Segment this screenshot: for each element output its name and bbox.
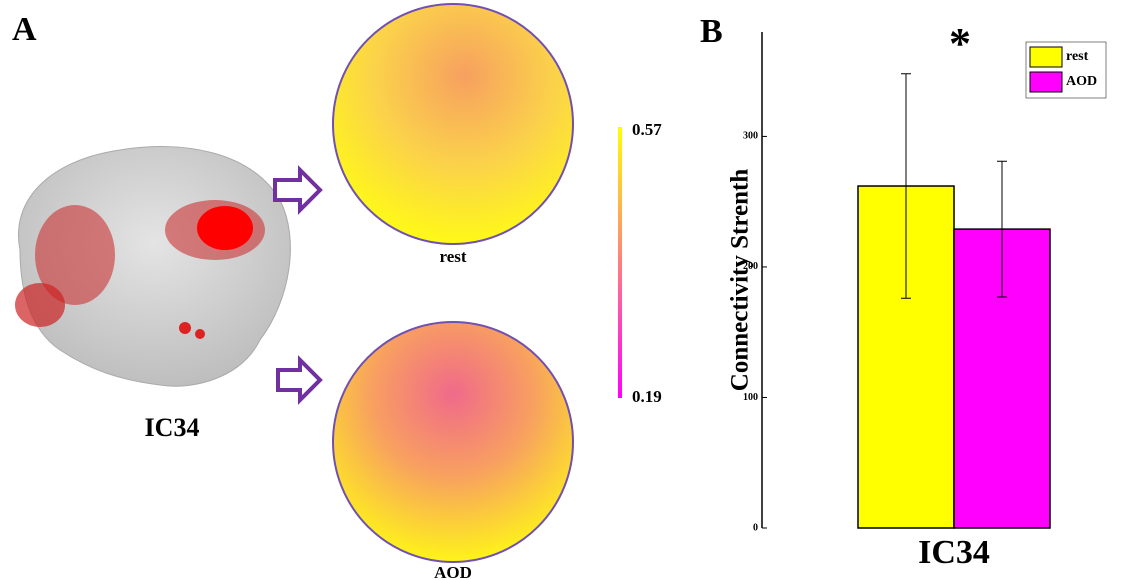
figure: A IC34 rest AOD B Connectivity Strenth *… <box>0 0 1123 580</box>
circle-label: AOD <box>434 563 472 580</box>
arrow <box>278 360 320 400</box>
y-tick-label: 300 <box>743 131 758 142</box>
panel-label: A <box>12 11 37 48</box>
legend-swatch <box>1030 72 1062 92</box>
connectivity-circle <box>333 322 573 562</box>
panel-label: B <box>700 13 723 50</box>
colorbar <box>618 127 622 398</box>
x-tick-label: IC34 <box>918 534 990 571</box>
y-tick-label: 200 <box>743 261 758 272</box>
annotation: * <box>949 19 971 68</box>
legend-label: AOD <box>1066 74 1097 89</box>
region-label: IC34 <box>145 413 200 442</box>
y-tick-label: 0 <box>753 522 758 533</box>
circle-label: rest <box>439 247 466 266</box>
y-tick-label: 100 <box>743 392 758 403</box>
y-axis-label: Connectivity Strenth <box>727 169 754 392</box>
connectivity-circle <box>333 4 573 244</box>
colorbar-tick-label: 0.57 <box>632 120 662 139</box>
legend-label: rest <box>1066 49 1089 64</box>
brain <box>15 147 290 387</box>
legend-swatch <box>1030 47 1062 67</box>
colorbar-tick-label: 0.19 <box>632 387 662 406</box>
